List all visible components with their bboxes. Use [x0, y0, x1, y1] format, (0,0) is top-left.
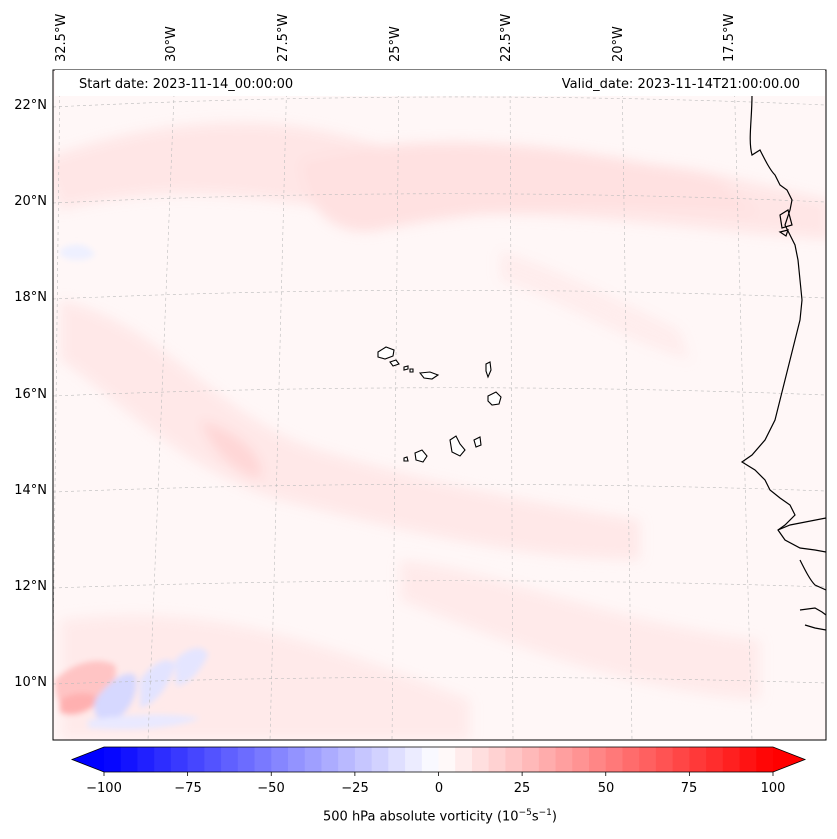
colorbar-segment	[589, 747, 607, 772]
colorbar-title-exp1: −5	[518, 808, 532, 818]
colorbar-segment	[321, 747, 339, 772]
colorbar-segment	[120, 747, 138, 772]
colorbar-title: 500 hPa absolute vorticity (10−5s−1)	[0, 808, 837, 824]
lat-label-18n: 18°N	[14, 290, 47, 305]
colorbar-segment	[137, 747, 155, 772]
colorbar-segment	[572, 747, 590, 772]
colorbar-tick-50: 50	[597, 781, 615, 796]
colorbar-title-mid: s	[531, 809, 539, 825]
colorbar-tick-minus-75: −75	[174, 781, 202, 796]
colorbar-title-exp2: −1	[538, 808, 552, 818]
lon-label-30w: 30°W	[164, 26, 179, 62]
colorbar-segment	[488, 747, 506, 772]
colorbar-segment	[388, 747, 406, 772]
lon-label-25w: 25°W	[388, 26, 403, 62]
colorbar-segment	[655, 747, 674, 772]
colorbar-segment	[221, 747, 239, 772]
colorbar-segment	[187, 747, 205, 772]
colorbar-segment	[722, 747, 741, 772]
colorbar-segment	[739, 747, 757, 772]
colorbar-segment	[471, 747, 490, 772]
colorbar-segment	[706, 747, 724, 772]
colorbar-segment	[505, 747, 523, 772]
colorbar-segment	[237, 747, 256, 772]
lon-label-27-5w: 27.5°W	[276, 13, 291, 62]
cape-verde-islands	[377, 346, 502, 463]
colorbar-extend-min	[72, 747, 104, 772]
colorbar-segment	[555, 747, 573, 772]
lat-label-16n: 16°N	[14, 387, 47, 402]
lon-label-32-5w: 32.5°W	[54, 13, 69, 62]
colorbar-segment	[605, 747, 623, 772]
colorbar-tick-0: 0	[434, 781, 444, 796]
colorbar-tick-25: 25	[513, 781, 531, 796]
coastlines	[740, 94, 826, 631]
colorbar-segment	[756, 747, 774, 772]
lat-label-14n: 14°N	[14, 483, 47, 498]
start-date-label: Start date: 2023-11-14_00:00:00	[79, 77, 294, 92]
colorbar-tick-minus-100: −100	[86, 781, 122, 796]
colorbar-segment	[438, 747, 456, 772]
colorbar-segment	[522, 747, 540, 772]
colorbar-segment	[154, 747, 172, 772]
colorbar-tick-75: 75	[680, 781, 698, 796]
colorbar-segment	[689, 747, 707, 772]
colorbar-segment	[170, 747, 189, 772]
colorbar-segment	[204, 747, 222, 772]
colorbar-segment	[354, 747, 373, 772]
lat-label-10n: 10°N	[14, 675, 47, 690]
colorbar-tick-minus-25: −25	[341, 781, 369, 796]
lat-label-20n: 20°N	[14, 194, 47, 209]
colorbar-segment	[287, 747, 306, 772]
valid-date-label: Valid_date: 2023-11-14T21:00:00.00	[561, 77, 800, 92]
colorbar-segment	[104, 747, 122, 772]
colorbar-title-end: )	[551, 809, 557, 825]
colorbar-segment	[271, 747, 289, 772]
colorbar	[70, 746, 807, 776]
colorbar-title-text: 500 hPa absolute vorticity (10	[323, 809, 519, 825]
lat-label-12n: 12°N	[14, 579, 47, 594]
colorbar-segment	[455, 747, 473, 772]
colorbar-tick-100: 100	[760, 781, 786, 796]
lon-label-22-5w: 22.5°W	[499, 13, 514, 62]
colorbar-segment	[421, 747, 439, 772]
colorbar-segment	[304, 747, 322, 772]
colorbar-segment	[672, 747, 690, 772]
colorbar-segment	[622, 747, 640, 772]
header-box	[55, 70, 825, 96]
colorbar-segment	[338, 747, 356, 772]
colorbar-segment	[371, 747, 389, 772]
colorbar-segment	[405, 747, 423, 772]
lon-label-20w: 20°W	[611, 26, 626, 62]
lat-label-22n: 22°N	[14, 98, 47, 113]
colorbar-tick-minus-50: −50	[257, 781, 285, 796]
colorbar-segment	[538, 747, 557, 772]
colorbar-extend-max	[773, 747, 805, 772]
colorbar-segment	[254, 747, 272, 772]
lon-label-17-5w: 17.5°W	[722, 13, 737, 62]
colorbar-segment	[639, 747, 657, 772]
vorticity-field	[53, 70, 826, 740]
